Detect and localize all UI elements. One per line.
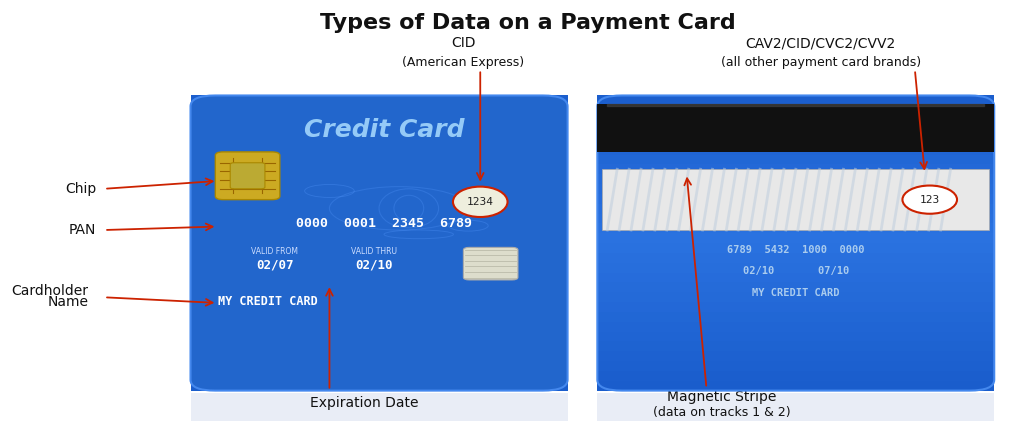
Text: 0000  0001  2345  6789: 0000 0001 2345 6789 bbox=[296, 217, 472, 230]
FancyBboxPatch shape bbox=[190, 224, 567, 233]
FancyBboxPatch shape bbox=[597, 194, 994, 204]
Text: MY CREDIT CARD: MY CREDIT CARD bbox=[218, 295, 317, 308]
FancyBboxPatch shape bbox=[190, 135, 567, 145]
FancyBboxPatch shape bbox=[190, 155, 567, 164]
FancyBboxPatch shape bbox=[190, 263, 567, 273]
Text: 02/10: 02/10 bbox=[355, 258, 393, 271]
FancyBboxPatch shape bbox=[190, 233, 567, 243]
Text: Credit Card: Credit Card bbox=[304, 118, 464, 142]
Ellipse shape bbox=[902, 186, 957, 214]
FancyBboxPatch shape bbox=[190, 283, 567, 292]
FancyBboxPatch shape bbox=[190, 194, 567, 204]
FancyBboxPatch shape bbox=[597, 332, 994, 342]
FancyBboxPatch shape bbox=[597, 263, 994, 273]
Text: 1234: 1234 bbox=[467, 197, 494, 207]
FancyBboxPatch shape bbox=[597, 342, 994, 351]
Text: Name: Name bbox=[47, 295, 88, 309]
FancyBboxPatch shape bbox=[190, 273, 567, 283]
FancyBboxPatch shape bbox=[190, 292, 567, 302]
FancyBboxPatch shape bbox=[597, 273, 994, 283]
FancyBboxPatch shape bbox=[215, 152, 280, 200]
FancyBboxPatch shape bbox=[190, 174, 567, 184]
FancyBboxPatch shape bbox=[597, 322, 994, 332]
Text: 6789  5432  1000  0000: 6789 5432 1000 0000 bbox=[727, 244, 864, 255]
Text: Chip: Chip bbox=[65, 182, 96, 196]
FancyBboxPatch shape bbox=[597, 95, 994, 105]
Text: VALID THRU: VALID THRU bbox=[351, 247, 397, 256]
Text: CAV2/CID/CVC2/CVV2: CAV2/CID/CVC2/CVV2 bbox=[745, 36, 896, 50]
FancyBboxPatch shape bbox=[597, 393, 994, 421]
FancyBboxPatch shape bbox=[597, 243, 994, 253]
Bar bbox=[597, 104, 994, 152]
Text: Expiration Date: Expiration Date bbox=[310, 396, 419, 410]
FancyBboxPatch shape bbox=[597, 224, 994, 233]
FancyBboxPatch shape bbox=[190, 125, 567, 135]
FancyBboxPatch shape bbox=[190, 371, 567, 381]
Text: MY CREDIT CARD: MY CREDIT CARD bbox=[752, 288, 840, 298]
Text: 02/10       07/10: 02/10 07/10 bbox=[742, 266, 849, 276]
FancyBboxPatch shape bbox=[597, 371, 994, 381]
FancyBboxPatch shape bbox=[190, 332, 567, 342]
FancyBboxPatch shape bbox=[597, 115, 994, 125]
Text: (data on tracks 1 & 2): (data on tracks 1 & 2) bbox=[652, 406, 791, 419]
Ellipse shape bbox=[453, 187, 508, 217]
FancyBboxPatch shape bbox=[190, 95, 567, 105]
FancyBboxPatch shape bbox=[602, 169, 989, 230]
FancyBboxPatch shape bbox=[190, 322, 567, 332]
FancyBboxPatch shape bbox=[190, 95, 567, 391]
FancyBboxPatch shape bbox=[597, 233, 994, 243]
FancyBboxPatch shape bbox=[190, 105, 567, 115]
FancyBboxPatch shape bbox=[190, 351, 567, 361]
Text: Magnetic Stripe: Magnetic Stripe bbox=[667, 391, 776, 404]
FancyBboxPatch shape bbox=[597, 135, 994, 145]
FancyBboxPatch shape bbox=[597, 155, 994, 164]
Text: (American Express): (American Express) bbox=[402, 56, 524, 69]
FancyBboxPatch shape bbox=[190, 243, 567, 253]
FancyBboxPatch shape bbox=[597, 381, 994, 391]
FancyBboxPatch shape bbox=[190, 381, 567, 391]
FancyBboxPatch shape bbox=[230, 163, 265, 189]
Text: (all other payment card brands): (all other payment card brands) bbox=[721, 56, 921, 69]
FancyBboxPatch shape bbox=[190, 253, 567, 263]
FancyBboxPatch shape bbox=[190, 214, 567, 224]
FancyBboxPatch shape bbox=[597, 253, 994, 263]
Text: CID: CID bbox=[452, 36, 475, 50]
FancyBboxPatch shape bbox=[190, 115, 567, 125]
FancyBboxPatch shape bbox=[597, 105, 994, 115]
FancyBboxPatch shape bbox=[597, 292, 994, 302]
Text: PAN: PAN bbox=[69, 223, 96, 237]
Text: VALID FROM: VALID FROM bbox=[251, 247, 298, 256]
Text: Types of Data on a Payment Card: Types of Data on a Payment Card bbox=[321, 13, 736, 33]
FancyBboxPatch shape bbox=[190, 312, 567, 322]
FancyBboxPatch shape bbox=[597, 145, 994, 155]
FancyBboxPatch shape bbox=[190, 164, 567, 174]
FancyBboxPatch shape bbox=[190, 204, 567, 214]
FancyBboxPatch shape bbox=[597, 302, 994, 312]
FancyBboxPatch shape bbox=[597, 283, 994, 292]
Text: 02/07: 02/07 bbox=[256, 258, 294, 271]
FancyBboxPatch shape bbox=[190, 361, 567, 371]
FancyBboxPatch shape bbox=[597, 174, 994, 184]
FancyBboxPatch shape bbox=[597, 164, 994, 174]
FancyBboxPatch shape bbox=[190, 393, 567, 421]
Text: Cardholder: Cardholder bbox=[11, 284, 88, 298]
FancyBboxPatch shape bbox=[190, 302, 567, 312]
FancyBboxPatch shape bbox=[190, 342, 567, 351]
Text: 123: 123 bbox=[920, 194, 940, 205]
FancyBboxPatch shape bbox=[597, 184, 994, 194]
FancyBboxPatch shape bbox=[464, 247, 518, 280]
FancyBboxPatch shape bbox=[190, 184, 567, 194]
FancyBboxPatch shape bbox=[597, 214, 994, 224]
FancyBboxPatch shape bbox=[597, 351, 994, 361]
FancyBboxPatch shape bbox=[597, 312, 994, 322]
FancyBboxPatch shape bbox=[597, 204, 994, 214]
FancyBboxPatch shape bbox=[597, 125, 994, 135]
FancyBboxPatch shape bbox=[190, 145, 567, 155]
FancyBboxPatch shape bbox=[597, 361, 994, 371]
